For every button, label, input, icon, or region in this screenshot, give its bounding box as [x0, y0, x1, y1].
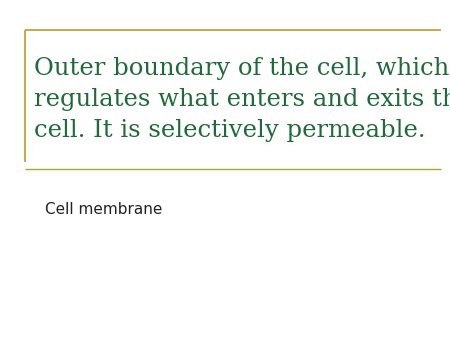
Text: Cell membrane: Cell membrane [45, 202, 162, 217]
Text: Outer boundary of the cell, which
regulates what enters and exits the
cell. It i: Outer boundary of the cell, which regula… [34, 57, 450, 142]
